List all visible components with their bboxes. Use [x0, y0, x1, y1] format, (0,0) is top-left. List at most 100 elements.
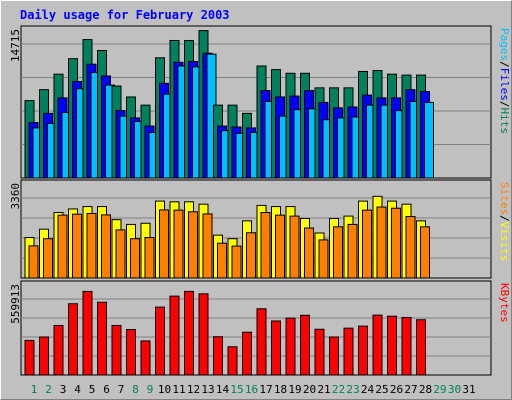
day-label-4: 4 — [74, 383, 81, 396]
axis-label-part: / — [498, 215, 511, 222]
day-label-22: 22 — [332, 383, 345, 396]
bar-sites-day-11 — [173, 209, 184, 279]
bar-kbytes-day-6 — [97, 301, 107, 376]
panel-visits: 3360 Sites/Visits — [9, 179, 511, 279]
bar-kbytes-day-26 — [387, 315, 397, 376]
day-label-30: 30 — [448, 383, 461, 396]
bar-sites-day-24 — [362, 209, 372, 279]
axis-label-part: Files — [498, 68, 511, 101]
day-label-28: 28 — [419, 383, 432, 396]
day-label-18: 18 — [274, 383, 287, 396]
bar-kbytes-day-17 — [256, 308, 267, 376]
day-label-14: 14 — [216, 383, 230, 396]
day-label-24: 24 — [361, 383, 375, 396]
bar-kbytes-day-28 — [416, 319, 426, 376]
day-label-5: 5 — [89, 383, 96, 396]
bar-pages-day-28 — [424, 101, 434, 179]
bar-kbytes-day-20 — [300, 314, 310, 376]
bar-sites-day-1 — [28, 245, 39, 279]
bar-sites-day-23 — [347, 223, 358, 279]
bar-sites-day-17 — [260, 212, 271, 279]
bar-kbytes-day-23 — [343, 327, 354, 376]
bar-kbytes-day-7 — [111, 324, 122, 376]
bar-sites-day-18 — [275, 214, 285, 279]
bar-sites-day-10 — [159, 209, 169, 279]
bar-kbytes-day-19 — [285, 317, 296, 376]
day-label-27: 27 — [404, 383, 417, 396]
bar-sites-day-26 — [391, 207, 401, 279]
axis-label-part: Sites — [498, 182, 511, 215]
bar-sites-day-2 — [43, 238, 53, 279]
bar-kbytes-day-3 — [53, 324, 64, 376]
bar-kbytes-day-8 — [126, 329, 136, 376]
day-label-13: 13 — [201, 383, 214, 396]
axis-label-part: Hits — [498, 108, 511, 135]
day-label-29: 29 — [433, 383, 446, 396]
day-label-3: 3 — [60, 383, 67, 396]
day-label-31: 31 — [462, 383, 475, 396]
day-label-23: 23 — [346, 383, 359, 396]
day-label-20: 20 — [303, 383, 316, 396]
bar-sites-day-9 — [144, 237, 155, 279]
bar-sites-day-20 — [304, 227, 314, 279]
bar-kbytes-day-11 — [169, 295, 180, 376]
bar-sites-day-3 — [57, 214, 68, 279]
day-label-7: 7 — [118, 383, 125, 396]
hits-ymax-label: 14715 — [9, 29, 22, 62]
day-label-15: 15 — [230, 383, 243, 396]
bar-kbytes-day-5 — [82, 290, 93, 376]
day-label-16: 16 — [245, 383, 258, 396]
axis-label-part: KBytes — [498, 283, 511, 323]
panel-kbytes: 559913 KBytes — [9, 280, 511, 376]
day-label-19: 19 — [288, 383, 301, 396]
day-label-1: 1 — [31, 383, 38, 396]
axis-label-part: Pages — [498, 28, 511, 61]
day-label-9: 9 — [147, 383, 154, 396]
bar-sites-day-6 — [101, 214, 111, 279]
bar-sites-day-19 — [289, 215, 300, 279]
visits-ymax-label: 3360 — [9, 183, 22, 210]
bar-sites-day-21 — [318, 239, 329, 279]
bar-kbytes-day-18 — [271, 320, 281, 376]
bar-kbytes-day-27 — [401, 316, 412, 376]
visits-axis-label: Sites/Visits — [498, 182, 511, 262]
day-label-8: 8 — [132, 383, 139, 396]
day-label-11: 11 — [172, 383, 185, 396]
bar-sites-day-5 — [86, 212, 97, 279]
day-label-21: 21 — [317, 383, 330, 396]
bar-kbytes-day-22 — [329, 336, 339, 376]
day-label-26: 26 — [390, 383, 403, 396]
bar-kbytes-day-21 — [314, 328, 325, 376]
bar-kbytes-day-24 — [358, 325, 368, 376]
panel-hits: 14715 Pages/Files/Hits — [9, 25, 511, 179]
bar-sites-day-12 — [188, 211, 198, 279]
bar-sites-day-14 — [217, 242, 227, 279]
chart-title: Daily usage for February 2003 — [20, 8, 230, 22]
bar-kbytes-day-25 — [372, 314, 383, 376]
bar-sites-day-16 — [246, 232, 256, 279]
day-label-25: 25 — [375, 383, 388, 396]
bar-sites-day-25 — [376, 206, 387, 279]
bar-sites-day-27 — [405, 216, 416, 279]
kbytes-ymax-label: 559913 — [9, 284, 22, 324]
bar-sites-day-22 — [333, 226, 343, 279]
bar-sites-day-8 — [130, 238, 140, 279]
day-label-2: 2 — [45, 383, 52, 396]
hits-axis-label: Pages/Files/Hits — [498, 28, 511, 134]
bar-sites-day-4 — [72, 213, 82, 279]
bar-kbytes-day-2 — [39, 336, 49, 376]
bar-kbytes-day-14 — [213, 336, 223, 376]
bar-kbytes-day-10 — [155, 306, 165, 376]
bar-kbytes-day-16 — [242, 331, 252, 376]
kbytes-axis-label: KBytes — [498, 283, 511, 323]
bar-kbytes-day-13 — [198, 293, 209, 376]
axis-label-part: / — [498, 101, 511, 108]
bar-kbytes-day-15 — [227, 346, 238, 376]
bar-sites-day-7 — [115, 229, 126, 279]
day-label-12: 12 — [187, 383, 200, 396]
bar-sites-day-15 — [231, 245, 242, 279]
bar-kbytes-day-12 — [184, 290, 194, 376]
bar-sites-day-13 — [202, 213, 213, 279]
